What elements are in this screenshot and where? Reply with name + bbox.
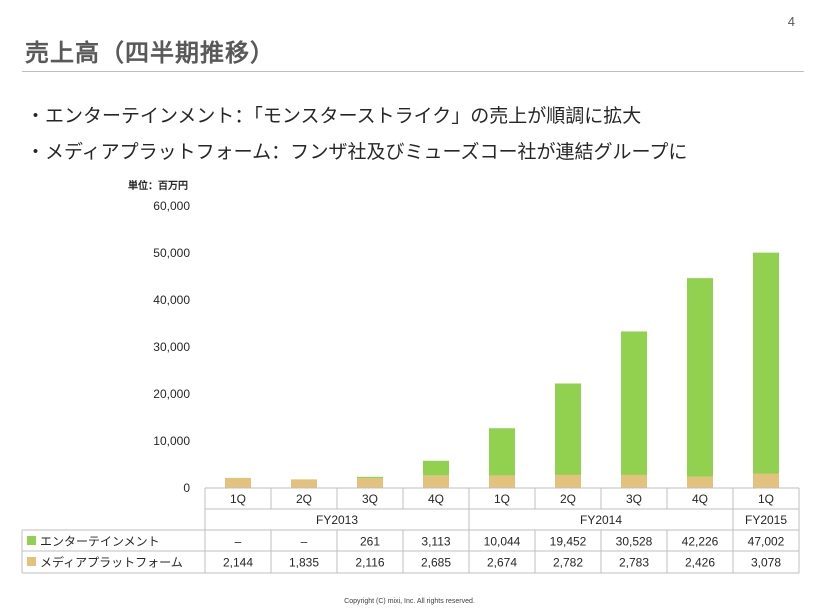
- bar-media-platform: [753, 473, 779, 488]
- x-category-label: 3Q: [362, 492, 378, 506]
- bar-media-platform: [225, 477, 251, 488]
- y-tick-label: 60,000: [153, 199, 190, 213]
- x-category-label: 3Q: [626, 492, 642, 506]
- revenue-stacked-bar-chart: 0 10,000 20,000 30,000 40,000 50,000 60,000 1Q 2…: [21, 199, 800, 574]
- x-category-label: 2Q: [296, 492, 312, 506]
- bar-entertainment: [357, 476, 383, 479]
- legend-swatch-media-platform: [27, 557, 36, 566]
- data-label-media-platform: 2,685: [421, 556, 451, 570]
- data-label-entertainment: 30,528: [616, 535, 653, 549]
- x-category-label: 1Q: [230, 492, 246, 506]
- data-label-media-platform: 2,783: [619, 556, 649, 570]
- data-label-entertainment: –: [301, 535, 308, 549]
- page-number: 4: [787, 14, 795, 29]
- legend-label-media-platform: メディアプラットフォーム: [40, 555, 183, 570]
- bullet-media-platform: ・メディアプラットフォーム：フンザ社及びミューズコー社が連結グループに: [26, 141, 688, 163]
- title-divider: [22, 71, 804, 72]
- x-category-label: 2Q: [560, 492, 576, 506]
- bar-media-platform: [555, 474, 581, 488]
- data-label-entertainment: 261: [360, 535, 380, 549]
- bar-entertainment: [489, 428, 515, 476]
- bar-entertainment: [555, 383, 581, 475]
- data-label-entertainment: 19,452: [550, 535, 587, 549]
- data-label-media-platform: 3,078: [751, 556, 781, 570]
- y-tick-label: 30,000: [153, 340, 190, 354]
- y-tick-label: 0: [183, 481, 190, 495]
- bar-media-platform: [291, 479, 317, 488]
- x-category-label: 4Q: [428, 492, 444, 506]
- data-label-entertainment: 3,113: [421, 535, 450, 549]
- bar-entertainment: [753, 252, 779, 474]
- y-tick-label: 10,000: [153, 434, 190, 448]
- fiscal-year-label: FY2015: [745, 513, 787, 527]
- y-tick-label: 20,000: [153, 387, 190, 401]
- bar-entertainment: [621, 331, 647, 475]
- bar-entertainment: [423, 460, 449, 476]
- bar-media-platform: [621, 474, 647, 488]
- data-label-media-platform: 2,782: [553, 556, 583, 570]
- bar-media-platform: [423, 475, 449, 488]
- data-label-entertainment: 10,044: [484, 535, 521, 549]
- bar-media-platform: [489, 475, 515, 488]
- chart-unit-label: 単位：百万円: [128, 181, 188, 192]
- bullet-entertainment: ・エンターテインメント：「モンスターストライク」の売上が順調に拡大: [26, 105, 642, 127]
- data-label-media-platform: 2,116: [355, 556, 384, 570]
- slide-title: 売上高（四半期推移）: [25, 39, 275, 67]
- y-tick-label: 50,000: [153, 246, 190, 260]
- data-label-media-platform: 2,674: [487, 556, 517, 570]
- data-label-media-platform: 2,144: [223, 556, 253, 570]
- data-label-entertainment: 42,226: [682, 535, 719, 549]
- copyright-text: Copyright (C) mixi, Inc. All rights rese…: [344, 598, 475, 605]
- bar-entertainment: [687, 278, 713, 477]
- bar-media-platform: [357, 478, 383, 488]
- fiscal-year-label: FY2013: [316, 513, 358, 527]
- x-category-label: 4Q: [692, 492, 708, 506]
- bullet-list: ・エンターテインメント：「モンスターストライク」の売上が順調に拡大 ・メディアプ…: [26, 98, 687, 170]
- data-label-entertainment: 47,002: [748, 535, 785, 549]
- data-label-media-platform: 2,426: [685, 556, 715, 570]
- legend-swatch-entertainment: [27, 536, 36, 545]
- x-category-label: 1Q: [758, 492, 774, 506]
- fiscal-year-label: FY2014: [580, 513, 622, 527]
- bar-media-platform: [687, 476, 713, 488]
- data-label-entertainment: –: [235, 535, 242, 549]
- y-tick-label: 40,000: [153, 293, 190, 307]
- legend-label-entertainment: エンターテインメント: [40, 535, 160, 549]
- data-label-media-platform: 1,835: [289, 556, 319, 570]
- x-category-label: 1Q: [494, 492, 510, 506]
